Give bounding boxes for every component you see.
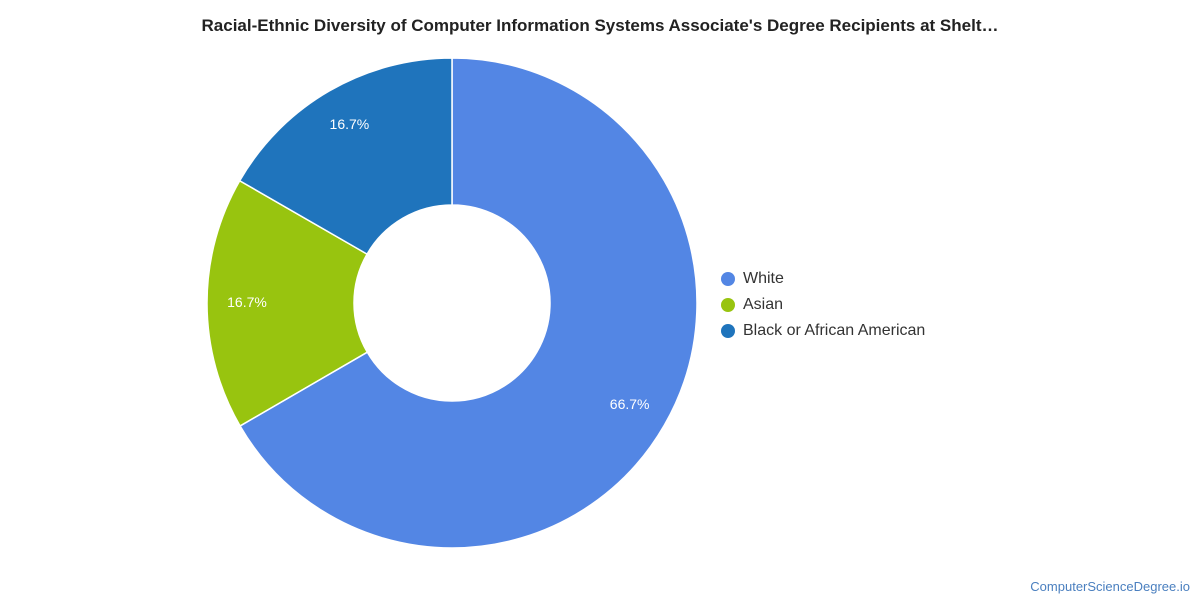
slice-label: 66.7% <box>610 396 650 412</box>
footer-brand[interactable]: ComputerScienceDegree.io <box>1030 579 1190 594</box>
legend-swatch <box>721 298 735 312</box>
legend-label: White <box>743 270 784 287</box>
slice-asian[interactable] <box>206 179 369 427</box>
legend-swatch <box>721 272 735 286</box>
legend-item[interactable]: Black or African American <box>721 318 925 344</box>
legend-item[interactable]: White <box>721 266 925 292</box>
slice-label: 16.7% <box>330 116 370 132</box>
chart-title: Racial-Ethnic Diversity of Computer Info… <box>201 16 999 35</box>
legend-item[interactable]: Asian <box>721 292 925 318</box>
slice-label: 16.7% <box>227 294 267 310</box>
legend-label: Black or African American <box>743 322 926 339</box>
slice-black-or-african-american[interactable] <box>238 57 453 256</box>
slice-white[interactable] <box>239 57 698 549</box>
legend: White Asian Black or African American <box>721 266 925 344</box>
legend-label: Asian <box>743 296 784 313</box>
legend-swatch <box>721 324 735 338</box>
